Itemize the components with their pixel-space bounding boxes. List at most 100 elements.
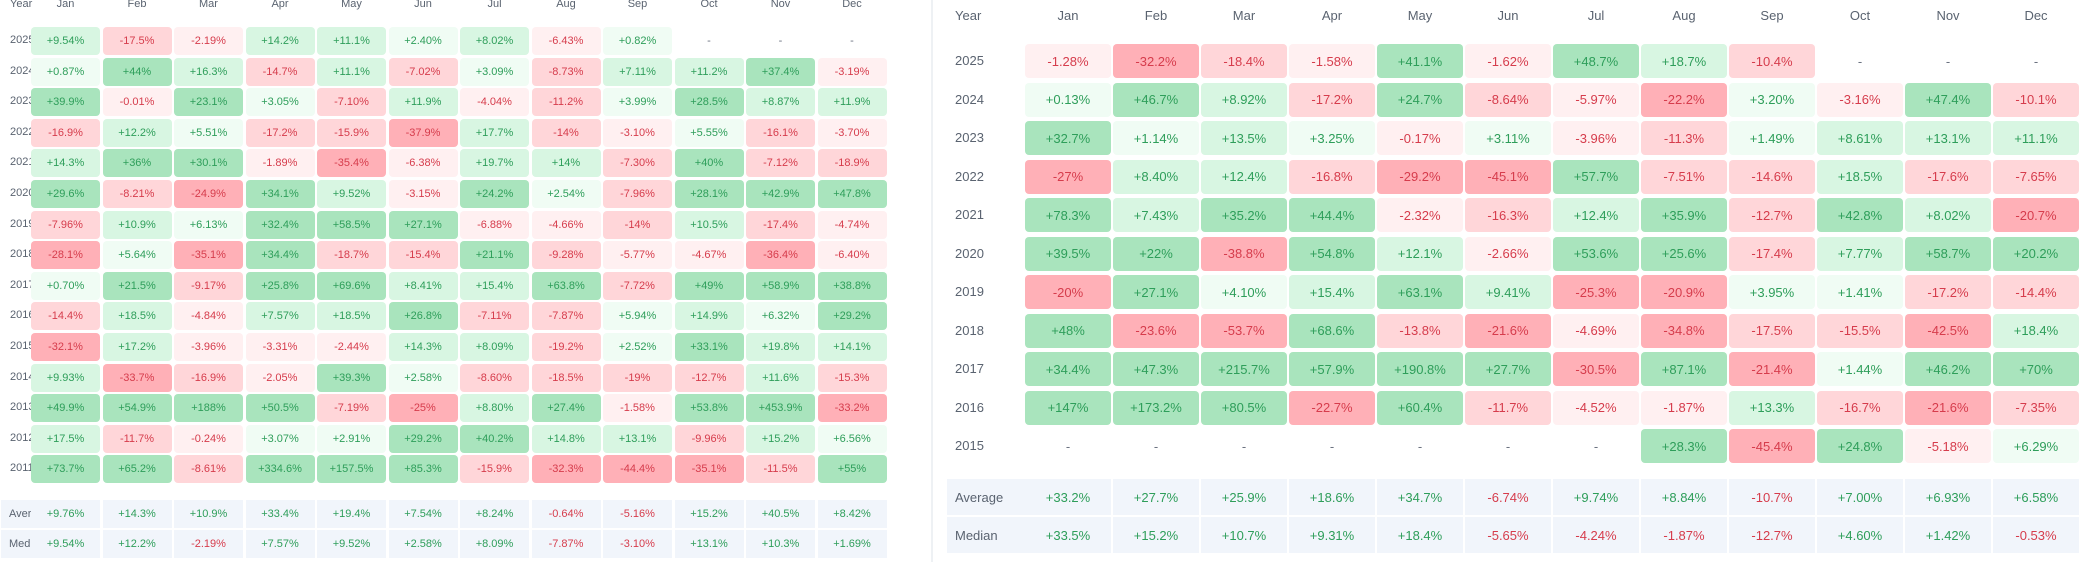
return-cell: +13.5% <box>1201 121 1287 155</box>
return-cell: +34.4% <box>1025 352 1111 386</box>
return-cell: -16.9% <box>174 363 243 392</box>
return-cell: -16.1% <box>746 118 815 147</box>
return-cell: +4.10% <box>1201 275 1287 309</box>
return-cell: -23.6% <box>1113 313 1199 348</box>
return-cell: +20.2% <box>1993 236 2079 271</box>
median-cell: +12.2% <box>102 530 172 558</box>
return-cell: -37.9% <box>388 118 458 147</box>
return-cell: +3.05% <box>245 88 315 117</box>
return-cell: +11.6% <box>746 363 815 392</box>
return-cell: +13.1% <box>1905 121 1991 155</box>
return-cell: +173.2% <box>1113 390 1199 425</box>
average-cell: -0.64% <box>531 500 601 528</box>
year-label: 2018 <box>10 248 35 261</box>
return-cell: +68.6% <box>1289 313 1375 348</box>
average-cell: +7.54% <box>388 500 458 528</box>
return-cell: -35.4% <box>317 149 386 178</box>
return-cell: +29.2% <box>817 302 887 331</box>
month-header-nov: Nov <box>770 0 791 10</box>
return-cell: +28.3% <box>1641 429 1727 463</box>
return-cell: - <box>1153 438 1159 454</box>
return-cell: -11.3% <box>1641 121 1727 155</box>
return-cell: +27.1% <box>388 210 458 239</box>
return-cell: - <box>707 35 711 47</box>
return-cell: -34.8% <box>1641 313 1727 348</box>
return-cell: -1.28% <box>1025 44 1111 78</box>
return-cell: +48.7% <box>1553 44 1639 78</box>
year-label: 2011 <box>10 462 34 475</box>
year-label: 2022 <box>10 125 35 138</box>
return-cell: -33.2% <box>817 394 887 423</box>
return-cell: -7.65% <box>1993 159 2079 194</box>
return-cell: - <box>1241 438 1247 454</box>
return-cell: +25.8% <box>245 271 315 300</box>
return-cell: -8.64% <box>1465 82 1551 117</box>
return-cell: +32.4% <box>245 210 315 239</box>
median-cell: -5.65% <box>1465 517 1551 553</box>
return-cell: -14.4% <box>1993 275 2079 309</box>
return-cell: -27% <box>1025 159 1111 194</box>
average-cell: +27.7% <box>1113 479 1199 515</box>
return-cell: +73.7% <box>31 455 100 484</box>
return-cell: +15.4% <box>460 271 529 300</box>
return-cell: +58.7% <box>1905 236 1991 271</box>
return-cell: +27.4% <box>531 394 601 423</box>
return-cell: -2.32% <box>1377 198 1463 232</box>
return-cell: +0.13% <box>1025 82 1111 117</box>
median-cell: -1.87% <box>1641 517 1727 553</box>
year-label: 2024 <box>955 91 984 107</box>
average-label: Average <box>947 479 1025 515</box>
return-cell: -19.2% <box>531 333 601 361</box>
return-cell: +39.5% <box>1025 236 1111 271</box>
return-cell: -6.43% <box>531 27 601 55</box>
return-cell: +147% <box>1025 390 1111 425</box>
return-cell: +47.8% <box>817 180 887 208</box>
return-cell: -22.7% <box>1289 390 1375 425</box>
return-cell: -36.4% <box>746 241 815 270</box>
return-cell: +39.9% <box>31 88 100 117</box>
month-header-apr: Apr <box>271 0 289 10</box>
return-cell: -38.8% <box>1201 236 1287 271</box>
return-cell: +50.5% <box>245 394 315 423</box>
year-label: 2017 <box>10 278 35 291</box>
return-cell: -53.7% <box>1201 313 1287 348</box>
return-cell: +6.13% <box>174 210 243 239</box>
month-header-mar: Mar <box>1232 8 1256 23</box>
return-cell: - <box>1857 53 1863 69</box>
return-cell: +3.25% <box>1289 121 1375 155</box>
return-cell: -7.02% <box>388 57 458 86</box>
return-cell: +40% <box>674 149 744 178</box>
return-cell: +39.3% <box>317 363 386 392</box>
return-cell: -28.1% <box>31 241 100 270</box>
return-cell: +6.32% <box>746 302 815 331</box>
return-cell: +40.2% <box>460 424 529 453</box>
year-label: 2012 <box>10 431 35 444</box>
return-cell: +334.6% <box>245 455 315 484</box>
return-cell: +9.52% <box>317 180 386 208</box>
return-cell: +8.02% <box>1905 198 1991 232</box>
return-cell: +12.4% <box>1553 198 1639 232</box>
year-label: 2019 <box>955 284 984 299</box>
return-cell: -18.7% <box>317 241 386 270</box>
return-cell: -17.5% <box>1729 313 1815 348</box>
average-cell: +10.9% <box>174 500 243 528</box>
year-label: 2014 <box>10 370 35 383</box>
average-cell: +15.2% <box>674 500 744 528</box>
return-cell: -5.18% <box>1905 429 1991 463</box>
return-cell: +9.93% <box>31 363 100 392</box>
return-cell: +12.4% <box>1201 159 1287 194</box>
return-cell: -12.7% <box>1729 198 1815 232</box>
return-cell: +15.4% <box>1289 275 1375 309</box>
return-cell: +6.56% <box>817 424 887 453</box>
return-cell: - <box>1593 438 1599 454</box>
average-cell: +8.24% <box>460 500 529 528</box>
median-cell: +15.2% <box>1113 517 1199 553</box>
return-cell: +7.43% <box>1113 198 1199 232</box>
return-cell: +63.8% <box>531 271 601 300</box>
return-cell: +11.2% <box>674 57 744 86</box>
return-cell: -15.3% <box>817 363 887 392</box>
return-cell: +21.5% <box>102 271 172 300</box>
year-label: 2021 <box>10 156 35 169</box>
return-cell: -8.21% <box>102 180 172 208</box>
return-cell: -29.2% <box>1377 159 1463 194</box>
